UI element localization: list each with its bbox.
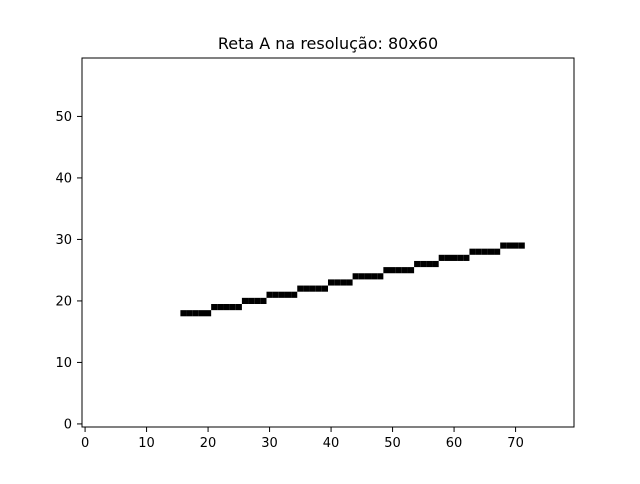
x-tick-label-50: 50 xyxy=(384,436,401,451)
pixel-series xyxy=(180,242,525,317)
axes: 0 10 20 30 40 50 60 70 0 10 20 30 40 50 xyxy=(55,57,575,451)
pixel-segment-11-cell-63 xyxy=(469,248,476,255)
pixel-segment-4-cell-31 xyxy=(272,291,279,298)
y-tick-label-40: 40 xyxy=(55,171,72,186)
chart-title: Reta A na resolução: 80x60 xyxy=(218,34,438,53)
x-tick-label-60: 60 xyxy=(446,436,463,451)
x-tick-label-10: 10 xyxy=(138,436,155,451)
pixel-segment-2-cell-24 xyxy=(229,304,236,311)
x-tick-label-20: 20 xyxy=(200,436,217,451)
pixel-segment-6-cell-43 xyxy=(346,279,353,286)
pixel-segment-8-cell-49 xyxy=(383,267,390,274)
pixel-segment-4-cell-30 xyxy=(266,291,273,298)
pixel-segment-10-cell-61 xyxy=(457,254,464,261)
pixel-segment-3-cell-28 xyxy=(254,297,261,304)
pixel-segment-4-cell-32 xyxy=(278,291,285,298)
y-tick-label-0: 0 xyxy=(64,417,72,432)
pixel-segment-1-cell-20 xyxy=(205,310,212,317)
pixel-segment-6-cell-42 xyxy=(340,279,347,286)
pixel-segment-11-cell-64 xyxy=(475,248,482,255)
pixel-segment-6-cell-41 xyxy=(334,279,341,286)
plot-area xyxy=(82,58,574,427)
pixel-segment-5-cell-38 xyxy=(315,285,322,292)
pixel-segment-6-cell-40 xyxy=(328,279,335,286)
x-tick-label-70: 70 xyxy=(507,436,524,451)
pixel-segment-7-cell-48 xyxy=(377,273,384,280)
pixel-segment-9-cell-56 xyxy=(426,260,433,268)
pixel-segment-9-cell-55 xyxy=(420,260,427,268)
pixel-segment-5-cell-35 xyxy=(297,285,304,292)
pixel-segment-8-cell-52 xyxy=(401,267,408,274)
pixel-segment-3-cell-29 xyxy=(260,297,267,304)
plot-frame xyxy=(81,57,575,428)
pixel-segment-10-cell-58 xyxy=(438,254,445,261)
pixel-segment-1-cell-18 xyxy=(192,310,199,317)
pixel-segment-7-cell-44 xyxy=(352,273,359,280)
pixel-segment-3-cell-27 xyxy=(248,297,255,304)
y-tick-label-10: 10 xyxy=(55,356,72,371)
pixel-segment-7-cell-47 xyxy=(371,273,378,280)
pixel-segment-12-cell-68 xyxy=(500,242,507,249)
plot-background xyxy=(82,58,574,427)
y-tick-label-30: 30 xyxy=(55,233,72,248)
x-tick-label-40: 40 xyxy=(323,436,340,451)
pixel-segment-2-cell-22 xyxy=(217,304,224,311)
pixel-segment-8-cell-50 xyxy=(389,267,396,274)
y-tick-label-20: 20 xyxy=(55,294,72,309)
pixel-segment-9-cell-54 xyxy=(414,260,421,268)
pixel-segment-5-cell-39 xyxy=(321,285,328,292)
pixel-segment-9-cell-57 xyxy=(432,260,439,268)
pixel-segment-4-cell-33 xyxy=(284,291,292,298)
pixel-segment-8-cell-53 xyxy=(407,267,415,274)
x-tick-label-30: 30 xyxy=(261,436,278,451)
pixel-segment-11-cell-66 xyxy=(487,248,495,255)
pixel-segment-12-cell-70 xyxy=(512,242,519,249)
pixel-segment-12-cell-69 xyxy=(506,242,513,249)
pixel-segment-2-cell-25 xyxy=(235,304,242,311)
y-tick-label-50: 50 xyxy=(55,110,72,125)
pixel-segment-1-cell-17 xyxy=(186,310,193,317)
pixel-segment-10-cell-62 xyxy=(463,254,470,261)
pixel-segment-7-cell-45 xyxy=(358,273,365,280)
pixel-segment-12-cell-71 xyxy=(518,242,525,249)
pixel-segment-10-cell-59 xyxy=(444,254,451,261)
pixel-segment-2-cell-21 xyxy=(211,304,218,311)
pixel-segment-5-cell-37 xyxy=(309,285,316,292)
pixel-segment-7-cell-46 xyxy=(364,273,372,280)
pixel-segment-1-cell-16 xyxy=(180,310,187,317)
pixel-segment-8-cell-51 xyxy=(395,267,402,274)
pixel-segment-1-cell-19 xyxy=(198,310,205,317)
pixel-segment-11-cell-65 xyxy=(481,248,488,255)
pixel-segment-11-cell-67 xyxy=(494,248,501,255)
pixel-segment-4-cell-34 xyxy=(291,291,298,298)
pixel-segment-3-cell-26 xyxy=(241,297,249,304)
pixel-segment-10-cell-60 xyxy=(451,254,458,261)
pixel-segment-2-cell-23 xyxy=(223,304,230,311)
x-tick-label-0: 0 xyxy=(81,436,89,451)
pixel-segment-5-cell-36 xyxy=(303,285,310,292)
